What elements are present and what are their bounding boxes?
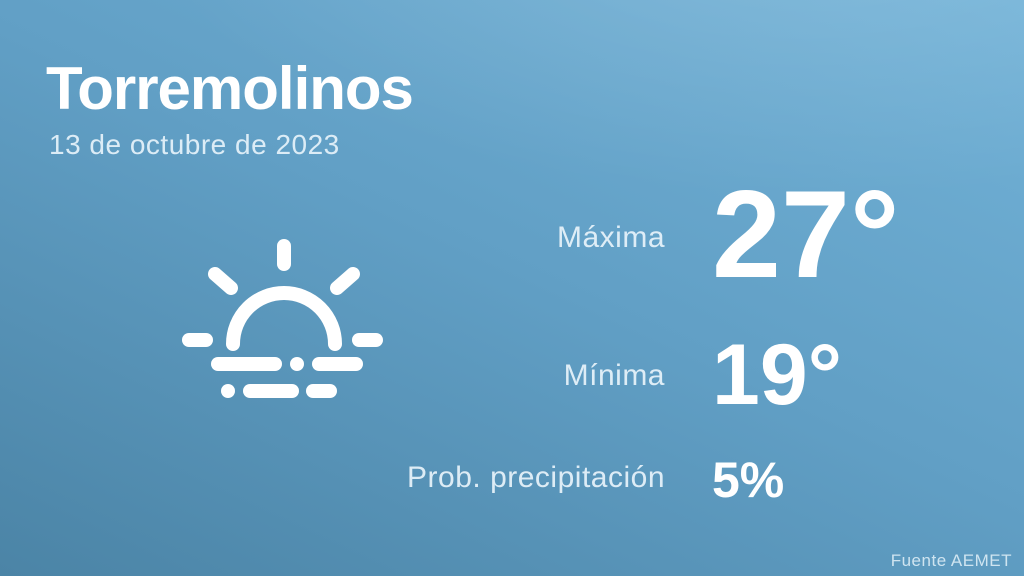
source-attribution: Fuente AEMET: [890, 551, 1012, 570]
max-temp-label: Máxima: [556, 221, 665, 254]
date-label: 13 de octubre de 2023: [49, 129, 340, 160]
sun-ray-right: [330, 267, 360, 295]
min-temp-label: Mínima: [563, 359, 665, 392]
mist-dot: [221, 384, 235, 398]
mist-dot: [290, 357, 304, 371]
haze-sun-icon: [182, 239, 383, 398]
min-temp-value: 19°: [712, 327, 843, 423]
page-title: Torremolinos: [46, 55, 414, 122]
sun-arc: [226, 286, 342, 351]
max-temp-value: 27°: [712, 166, 900, 304]
precipitation-label: Prob. precipitación: [407, 461, 665, 494]
precipitation-value: 5%: [712, 452, 785, 508]
sun-ray-left: [208, 267, 238, 295]
